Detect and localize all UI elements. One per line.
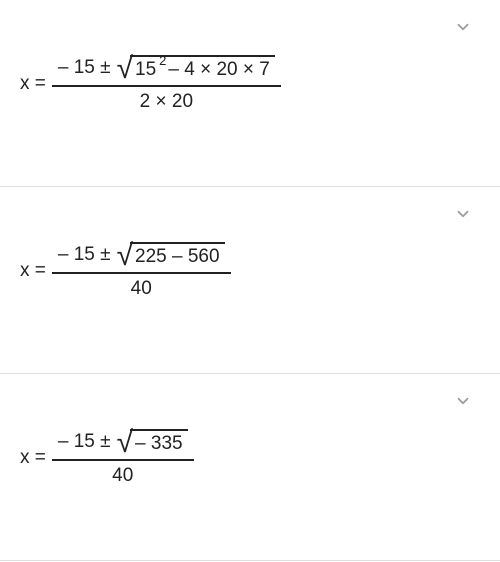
solution-step-1: x = – 15 ± √ 15 2 – 4 × 20 × 7 2 × 20 bbox=[0, 0, 500, 187]
chevron-down-icon bbox=[454, 392, 472, 410]
radical-icon: √ bbox=[117, 434, 133, 452]
numerator: – 15 ± √ 225 – 560 bbox=[52, 238, 231, 272]
exponent: 2 bbox=[159, 53, 166, 68]
radicand: – 335 bbox=[130, 429, 188, 455]
denominator: 40 bbox=[125, 274, 158, 304]
radicand-rest: – 4 × 20 × 7 bbox=[168, 59, 269, 81]
square-root: √ – 335 bbox=[117, 429, 188, 455]
equation-2: x = – 15 ± √ 225 – 560 40 bbox=[20, 238, 231, 304]
equation-lhs: x = bbox=[20, 447, 46, 469]
solution-step-3: x = – 15 ± √ – 335 40 bbox=[0, 374, 500, 561]
radical-icon: √ bbox=[117, 60, 133, 78]
denominator: 40 bbox=[106, 461, 139, 491]
radicand-base: 15 bbox=[135, 59, 156, 81]
denominator: 2 × 20 bbox=[134, 87, 199, 117]
radicand: 15 2 – 4 × 20 × 7 bbox=[130, 55, 275, 81]
radical-icon: √ bbox=[117, 247, 133, 265]
chevron-down-icon bbox=[454, 18, 472, 36]
numerator-prefix: – 15 ± bbox=[58, 431, 111, 453]
expand-step-3[interactable] bbox=[454, 392, 472, 410]
equation-1: x = – 15 ± √ 15 2 – 4 × 20 × 7 2 × 20 bbox=[20, 51, 281, 117]
fraction: – 15 ± √ – 335 40 bbox=[52, 425, 194, 491]
equation-lhs: x = bbox=[20, 73, 46, 95]
expand-step-1[interactable] bbox=[454, 18, 472, 36]
numerator-prefix: – 15 ± bbox=[58, 57, 111, 79]
chevron-down-icon bbox=[454, 205, 472, 223]
equation-3: x = – 15 ± √ – 335 40 bbox=[20, 425, 194, 491]
radicand: 225 – 560 bbox=[130, 242, 225, 268]
square-root: √ 15 2 – 4 × 20 × 7 bbox=[117, 55, 275, 81]
numerator: – 15 ± √ – 335 bbox=[52, 425, 194, 459]
square-root: √ 225 – 560 bbox=[117, 242, 225, 268]
solution-step-2: x = – 15 ± √ 225 – 560 40 bbox=[0, 187, 500, 374]
fraction: – 15 ± √ 225 – 560 40 bbox=[52, 238, 231, 304]
numerator: – 15 ± √ 15 2 – 4 × 20 × 7 bbox=[52, 51, 281, 85]
fraction: – 15 ± √ 15 2 – 4 × 20 × 7 2 × 20 bbox=[52, 51, 281, 117]
expand-step-2[interactable] bbox=[454, 205, 472, 223]
equation-lhs: x = bbox=[20, 260, 46, 282]
numerator-prefix: – 15 ± bbox=[58, 244, 111, 266]
